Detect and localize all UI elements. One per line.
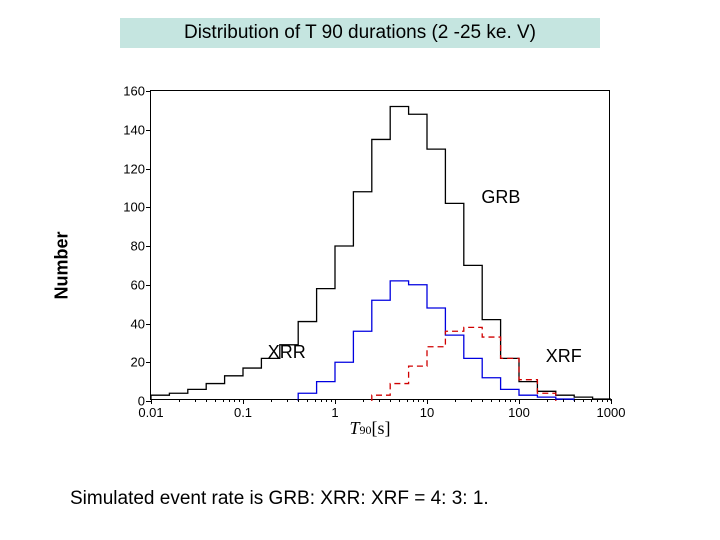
chart-container: 0204060801001201401600.010.11101001000 T… bbox=[110, 80, 630, 440]
histogram-svg bbox=[151, 91, 611, 401]
y-axis-label: Number bbox=[52, 231, 73, 299]
caption-text: Simulated event rate is GRB: XRR: XRF = … bbox=[70, 488, 489, 510]
series-label-grb: GRB bbox=[481, 187, 520, 208]
x-axis-label: T90[s] bbox=[349, 418, 390, 439]
plot-area: 0204060801001201401600.010.11101001000 bbox=[150, 90, 610, 400]
series-label-xrr: XRR bbox=[268, 342, 306, 363]
chart-title: Distribution of T 90 durations (2 -25 ke… bbox=[120, 18, 600, 48]
series-label-xrf: XRF bbox=[546, 346, 582, 367]
